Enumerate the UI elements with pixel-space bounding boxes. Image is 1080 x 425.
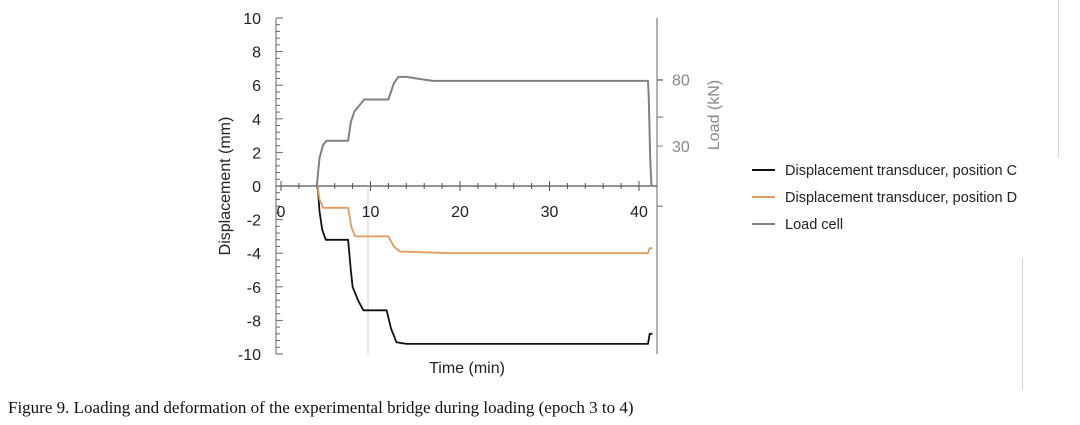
y-tick-label: -10 <box>238 347 261 364</box>
y-tick-label: 8 <box>252 45 261 62</box>
background-fragment <box>1022 258 1023 390</box>
series-line-displacement-c <box>316 185 653 345</box>
y-tick-label: -6 <box>247 280 261 297</box>
y-tick-label: 6 <box>252 78 261 95</box>
figure-caption: Figure 9. Loading and deformation of the… <box>8 398 634 417</box>
x-tick-label: 0 <box>277 204 286 221</box>
y-tick-label: -8 <box>247 313 261 330</box>
x-tick-label: 10 <box>362 204 380 221</box>
y2-tick-label: 80 <box>672 73 690 90</box>
chart: 10 8 6 4 2 0 -2 -4 -6 -8 -10 0 10 20 30 40 80 30 Displacem… <box>217 11 1017 377</box>
y2-tick-label: 30 <box>672 139 690 156</box>
y-tick-label: -2 <box>247 213 261 230</box>
y-tick-label: -4 <box>247 246 261 263</box>
legend-label: Displacement transducer, position C <box>785 163 1017 179</box>
legend-label: Displacement transducer, position D <box>785 190 1017 206</box>
legend-label: Load cell <box>785 217 843 233</box>
background-fragment <box>1058 0 1059 158</box>
x-axis-label: Time (min) <box>429 360 505 377</box>
y-tick-label: 2 <box>252 145 261 162</box>
x-tick-label: 20 <box>451 204 469 221</box>
y-tick-label: 4 <box>252 112 261 129</box>
y-tick-label: 10 <box>243 11 261 28</box>
x-tick-label: 30 <box>541 204 559 221</box>
y-axis-label: Displacement (mm) <box>217 117 234 256</box>
series-line-load-cell <box>315 75 653 187</box>
x-tick-label: 40 <box>630 204 648 221</box>
y2-axis-label: Load (kN) <box>706 80 723 150</box>
series-line-displacement-d <box>316 185 653 255</box>
y-tick-label: 0 <box>252 179 261 196</box>
